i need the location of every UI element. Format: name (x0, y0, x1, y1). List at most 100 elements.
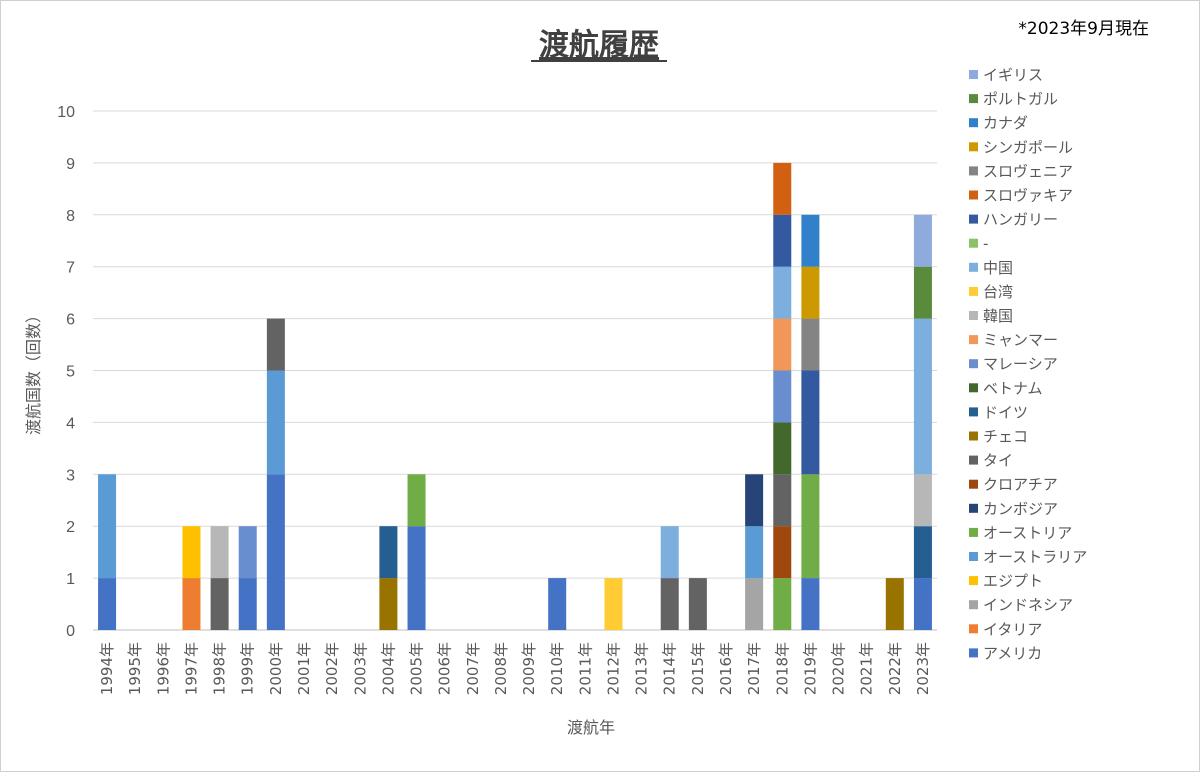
legend-swatch (969, 359, 978, 369)
x-tick-label: 2004年 (379, 642, 397, 695)
x-tick-label: 2009年 (520, 642, 538, 695)
bar-segment (182, 578, 201, 630)
x-tick-label: 2007年 (464, 642, 482, 695)
bar-segment (266, 474, 285, 630)
x-tick-label: 2019年 (801, 642, 819, 695)
bar-segment (379, 526, 398, 579)
bar-segment (210, 578, 229, 630)
bar-segment (266, 318, 285, 371)
legend-label: カナダ (983, 114, 1028, 132)
bar-segment (548, 578, 567, 630)
y-tick-label: 3 (66, 467, 75, 484)
bar-segment (913, 578, 932, 630)
bar-segment (604, 578, 623, 630)
y-tick-label: 10 (57, 104, 75, 121)
bar-segment (773, 162, 792, 215)
bar-segment (801, 266, 820, 319)
bar-segment (745, 474, 764, 527)
bar-segment (773, 370, 792, 423)
bar-segment (773, 422, 792, 475)
legend-label: ポルトガル (983, 90, 1058, 108)
bar-segment (773, 526, 792, 579)
y-tick-label: 4 (66, 415, 75, 432)
x-tick-label: 2015年 (689, 642, 707, 695)
y-tick-label: 5 (66, 364, 75, 381)
bar-segment (913, 318, 932, 475)
bar-segment (801, 318, 820, 371)
legend-swatch (969, 383, 978, 393)
x-tick-label: 2016年 (717, 642, 735, 695)
x-tick-label: 2013年 (633, 642, 651, 695)
legend-swatch (969, 94, 978, 104)
legend-label: チェコ (983, 428, 1028, 446)
legend-label: シンガポール (983, 138, 1073, 156)
bar-segment (913, 474, 932, 527)
bar-segment (773, 266, 792, 319)
legend-label: インドネシア (983, 596, 1073, 614)
legend-label: ドイツ (983, 403, 1028, 421)
legend-label: エジプト (983, 572, 1043, 590)
bar-segment (98, 474, 117, 579)
legend-label: スロヴァキア (983, 187, 1073, 205)
x-tick-label: 2012年 (604, 642, 622, 695)
legend-label: オーストリア (983, 524, 1072, 542)
x-tick-label: 2020年 (830, 642, 848, 695)
legend-swatch (969, 576, 978, 586)
legend-label: 韓国 (983, 307, 1013, 325)
x-tick-label: 2002年 (323, 642, 341, 695)
legend-swatch (969, 600, 978, 610)
legend-label: 台湾 (983, 283, 1013, 301)
bar-segment (379, 578, 398, 630)
x-tick-label: 1997年 (182, 642, 200, 695)
legend-label: スロヴェニア (983, 162, 1073, 180)
legend-swatch (969, 311, 978, 320)
x-tick-label: 1995年 (126, 642, 144, 695)
bar-segment (98, 578, 117, 630)
legend-swatch (969, 648, 978, 658)
y-tick-label: 1 (66, 571, 75, 588)
legend-label: タイ (983, 452, 1013, 470)
y-ticks: 0 1 2 3 4 5 6 7 8 9 10 (57, 104, 75, 640)
legend-swatch (969, 214, 978, 224)
x-tick-label: 2001年 (295, 642, 313, 695)
legend-swatch (969, 624, 978, 634)
legend-swatch (969, 142, 978, 152)
x-axis-label: 渡航年 (567, 718, 615, 737)
legend-swatch (969, 286, 978, 296)
legend-label: クロアチア (983, 476, 1058, 494)
bar-segment (801, 370, 820, 475)
legend-swatch (969, 431, 978, 441)
bar-segment (801, 578, 820, 630)
bar-segment (913, 526, 932, 579)
x-tick-label: 2017年 (745, 642, 763, 695)
legend-label: ハンガリー (983, 211, 1058, 229)
bar-segment (801, 474, 820, 579)
x-tick-label: 2000年 (267, 642, 285, 695)
y-tick-label: 8 (66, 208, 75, 225)
bar-segment (660, 526, 679, 579)
y-tick-label: 2 (66, 519, 75, 536)
legend-swatch (969, 335, 978, 345)
legend-label: マレーシア (983, 355, 1058, 373)
bar-segment (688, 578, 707, 630)
legend-label: カンボジア (983, 500, 1058, 518)
x-tick-label: 1996年 (154, 642, 172, 695)
bar-segment (913, 214, 932, 267)
bar-segment (660, 578, 679, 630)
x-ticks: 1994年 1995年 1996年 1997年 1998年 1999年 2000年 2001年… (98, 642, 932, 695)
bar-segment (913, 266, 932, 319)
x-tick-label: 2005年 (408, 642, 426, 695)
bar-segment (773, 214, 792, 267)
bar-segment (266, 370, 285, 475)
x-tick-label: 2006年 (436, 642, 454, 695)
bar-segment (407, 474, 426, 527)
y-tick-label: 7 (66, 260, 75, 277)
legend-label: オーストラリア (983, 548, 1087, 566)
y-tick-label: 9 (66, 156, 75, 173)
bar-segment (773, 474, 792, 527)
x-tick-label: 2021年 (858, 642, 876, 695)
legend-swatch (969, 407, 978, 417)
